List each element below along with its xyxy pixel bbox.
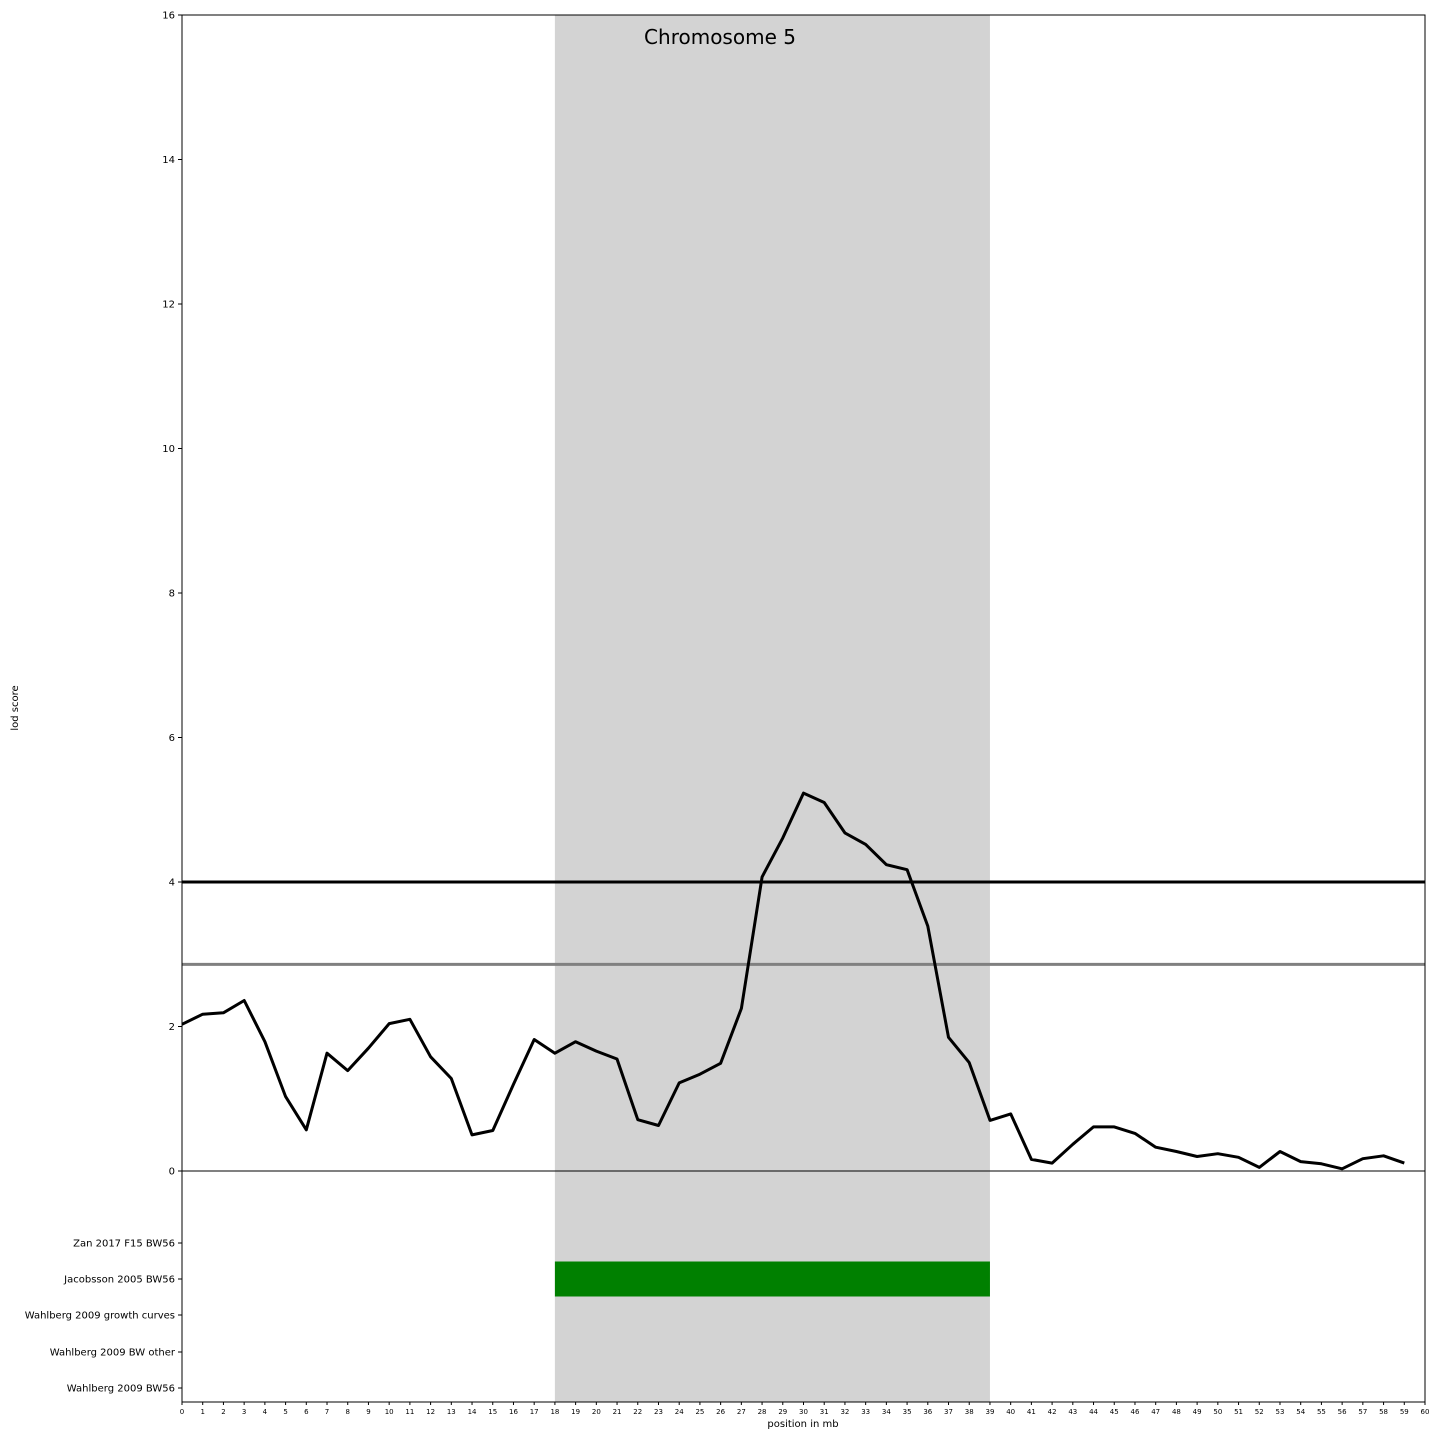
y-tick-label: 12 (162, 300, 175, 311)
x-tick-label: 1 (200, 1408, 204, 1416)
x-tick-label: 2 (221, 1408, 225, 1416)
series-layer (181, 791, 1405, 1171)
highlight-region-layer (554, 15, 990, 1402)
x-tick-label: 41 (1027, 1408, 1036, 1416)
x-tick-label: 56 (1338, 1408, 1347, 1416)
track-intervals-layer (554, 1261, 990, 1297)
x-tick-label: 31 (820, 1408, 829, 1416)
chart-title: Chromosome 5 (644, 25, 796, 49)
lod-series-line (181, 791, 1405, 1171)
x-tick-label: 39 (985, 1408, 994, 1416)
y-ticks: 0 2 4 6 8 10 12 14 16 (162, 11, 182, 1178)
x-tick-label: 59 (1400, 1408, 1409, 1416)
x-tick-label: 47 (1151, 1408, 1160, 1416)
x-tick-label: 11 (405, 1408, 414, 1416)
track-label: Jacobsson 2005 BW56 (63, 1275, 175, 1286)
x-tick-label: 4 (263, 1408, 268, 1416)
x-tick-label: 57 (1358, 1408, 1367, 1416)
y-tick-label: 8 (169, 589, 175, 600)
x-tick-label: 21 (613, 1408, 622, 1416)
track-label: Wahlberg 2009 BW other (50, 1348, 176, 1359)
x-tick-label: 16 (509, 1408, 518, 1416)
x-tick-label: 38 (965, 1408, 974, 1416)
x-tick-label: 48 (1172, 1408, 1181, 1416)
x-tick-label: 24 (675, 1408, 684, 1416)
y-tick-label: 2 (169, 1022, 175, 1033)
y-tick-label: 6 (169, 733, 175, 744)
x-tick-label: 26 (716, 1408, 725, 1416)
x-tick-label: 50 (1213, 1408, 1222, 1416)
x-tick-label: 54 (1296, 1408, 1305, 1416)
x-tick-label: 36 (923, 1408, 932, 1416)
x-tick-label: 35 (903, 1408, 912, 1416)
x-tick-label: 37 (944, 1408, 953, 1416)
x-tick-label: 14 (468, 1408, 477, 1416)
threshold-lines-layer (182, 880, 1425, 966)
x-tick-label: 19 (571, 1408, 580, 1416)
x-tick-label: 25 (695, 1408, 704, 1416)
x-tick-label: 20 (592, 1408, 601, 1416)
x-tick-label: 60 (1421, 1408, 1430, 1416)
x-tick-label: 55 (1317, 1408, 1326, 1416)
y-tick-label: 16 (162, 11, 175, 22)
track-label: Wahlberg 2009 BW56 (67, 1384, 175, 1395)
x-tick-label: 22 (633, 1408, 642, 1416)
x-tick-label: 5 (283, 1408, 287, 1416)
x-tick-label: 58 (1379, 1408, 1388, 1416)
x-tick-label: 7 (325, 1408, 329, 1416)
x-tick-label: 46 (1131, 1408, 1140, 1416)
x-ticks: 0 1 2 3 4 5 6 7 8 9 10 11 12 13 14 15 16 17 18 19 20 21 22 23 24… (180, 1402, 1430, 1416)
x-tick-label: 43 (1068, 1408, 1077, 1416)
x-tick-label: 17 (530, 1408, 539, 1416)
y-tick-label: 14 (162, 155, 175, 166)
x-tick-label: 34 (882, 1408, 891, 1416)
x-tick-label: 51 (1234, 1408, 1243, 1416)
y-tick-label: 4 (169, 878, 175, 889)
x-tick-label: 23 (654, 1408, 663, 1416)
y-tick-label: 0 (169, 1167, 175, 1178)
x-tick-label: 15 (488, 1408, 497, 1416)
x-tick-label: 28 (758, 1408, 767, 1416)
x-tick-label: 9 (366, 1408, 370, 1416)
x-tick-label: 53 (1276, 1408, 1285, 1416)
x-tick-label: 10 (385, 1408, 394, 1416)
x-tick-label: 18 (550, 1408, 559, 1416)
x-tick-label: 30 (799, 1408, 808, 1416)
x-tick-label: 44 (1089, 1408, 1098, 1416)
x-tick-label: 13 (447, 1408, 456, 1416)
y-tick-label: 10 (162, 444, 175, 455)
x-tick-label: 29 (778, 1408, 787, 1416)
x-tick-label: 32 (840, 1408, 849, 1416)
x-tick-label: 0 (180, 1408, 184, 1416)
x-tick-label: 3 (242, 1408, 246, 1416)
x-tick-label: 33 (861, 1408, 870, 1416)
highlight-region (554, 15, 990, 1402)
x-tick-label: 12 (426, 1408, 435, 1416)
x-tick-label: 40 (1006, 1408, 1015, 1416)
track-label: Zan 2017 F15 BW56 (73, 1239, 175, 1250)
x-tick-label: 49 (1193, 1408, 1202, 1416)
y-axis-label: lod score (10, 685, 21, 730)
x-tick-label: 27 (737, 1408, 746, 1416)
track-labels: Zan 2017 F15 BW56 Jacobsson 2005 BW56 Wahl… (25, 1239, 182, 1395)
x-tick-label: 8 (345, 1408, 349, 1416)
x-tick-label: 52 (1255, 1408, 1264, 1416)
x-tick-label: 42 (1048, 1408, 1057, 1416)
x-axis-label: position in mb (767, 1419, 838, 1430)
track-label: Wahlberg 2009 growth curves (25, 1311, 175, 1322)
track-interval (554, 1261, 990, 1297)
x-tick-label: 6 (304, 1408, 309, 1416)
x-tick-label: 45 (1110, 1408, 1119, 1416)
